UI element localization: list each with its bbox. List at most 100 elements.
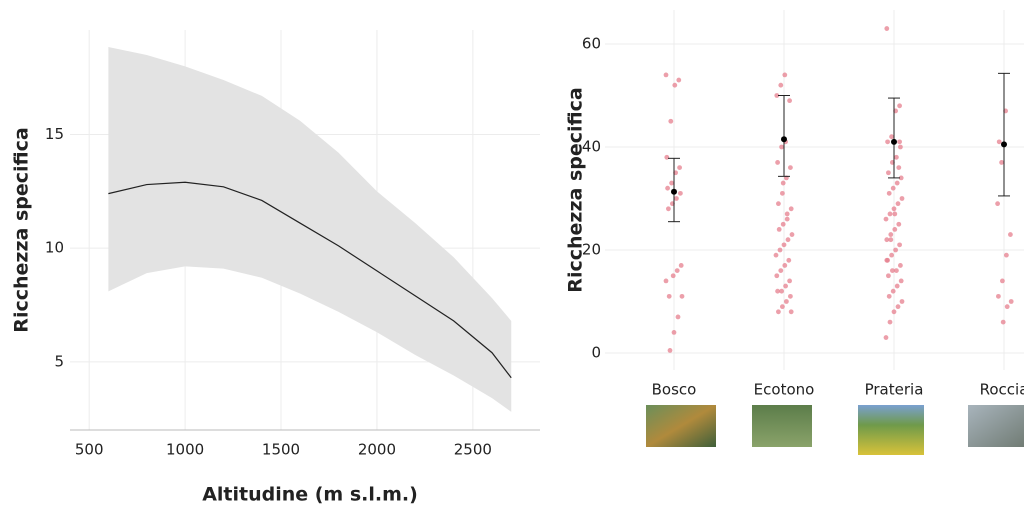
point (886, 273, 891, 279)
thumbnail (968, 405, 1024, 447)
point (677, 165, 682, 170)
point (898, 278, 904, 284)
point (895, 201, 901, 207)
point (788, 293, 793, 299)
point (897, 242, 902, 248)
mean-point (781, 136, 787, 143)
point (784, 216, 790, 222)
point (896, 221, 902, 227)
y-axis-title: Ricchezza specifica (11, 127, 33, 332)
thumbnail (752, 405, 812, 447)
point (884, 237, 890, 243)
y-tick-label: 15 (45, 125, 64, 143)
point (671, 330, 677, 335)
point (776, 226, 782, 232)
point (779, 144, 784, 150)
point (775, 160, 780, 165)
point (891, 206, 897, 212)
mean-point (671, 188, 677, 195)
point (888, 237, 894, 243)
point (669, 180, 674, 186)
point (884, 257, 890, 263)
point (898, 144, 903, 150)
point (664, 154, 670, 160)
point (894, 268, 899, 274)
point (890, 185, 896, 191)
point (1008, 232, 1013, 237)
point (996, 293, 1001, 299)
point (1004, 252, 1009, 258)
point (886, 293, 892, 299)
point (887, 319, 893, 325)
point (996, 139, 1002, 145)
point (667, 348, 673, 353)
point (788, 165, 793, 170)
point (895, 304, 901, 310)
point (774, 273, 780, 279)
point (679, 293, 685, 299)
point (672, 82, 678, 88)
point (890, 268, 895, 274)
point (780, 180, 786, 186)
point (889, 134, 894, 140)
point (784, 211, 790, 217)
point (776, 309, 781, 315)
point (780, 304, 785, 310)
point (674, 196, 679, 201)
point (883, 216, 889, 222)
point (898, 175, 904, 181)
point (883, 335, 889, 340)
thumbnail (646, 405, 716, 447)
point (780, 190, 785, 196)
x-tick-label: 1500 (262, 441, 300, 459)
x-tick-label: 1000 (166, 441, 204, 459)
y-tick-label: 5 (54, 352, 64, 370)
point (885, 139, 890, 145)
point (897, 103, 902, 109)
x-tick-label: 2000 (358, 441, 396, 459)
point (999, 160, 1004, 165)
point (663, 72, 669, 78)
point (782, 72, 788, 78)
point (666, 293, 672, 299)
point (897, 139, 902, 145)
point (893, 247, 898, 253)
point (773, 252, 779, 258)
point (788, 206, 794, 212)
point (782, 263, 788, 268)
x-axis-title: Altitudine (m s.l.m.) (202, 484, 418, 506)
point (670, 273, 676, 279)
point (777, 247, 783, 253)
point (775, 288, 780, 294)
thumbnail (858, 405, 924, 455)
point (781, 242, 787, 248)
y-tick-label: 20 (582, 241, 601, 259)
point (899, 196, 905, 201)
point (884, 26, 890, 31)
x-tick-label: 500 (75, 441, 104, 459)
point (1004, 304, 1010, 310)
point (894, 154, 899, 160)
y-tick-label: 0 (591, 344, 601, 362)
point (786, 257, 792, 263)
point (774, 93, 780, 98)
point (887, 211, 893, 217)
point (678, 190, 683, 196)
x-tick-label: Bosco (652, 381, 697, 399)
point (1000, 319, 1006, 325)
mean-point (891, 138, 897, 145)
x-tick-label: Prateria (865, 381, 924, 399)
point (780, 221, 786, 227)
point (894, 283, 900, 289)
point (891, 309, 897, 315)
point (894, 180, 900, 186)
point (896, 165, 902, 170)
y-tick-label: 60 (582, 34, 601, 52)
x-tick-label: 2500 (454, 441, 492, 459)
point (892, 226, 898, 232)
point (898, 263, 903, 268)
point (788, 309, 794, 315)
mean-point (1001, 141, 1007, 148)
point (778, 268, 784, 274)
point (886, 190, 892, 196)
